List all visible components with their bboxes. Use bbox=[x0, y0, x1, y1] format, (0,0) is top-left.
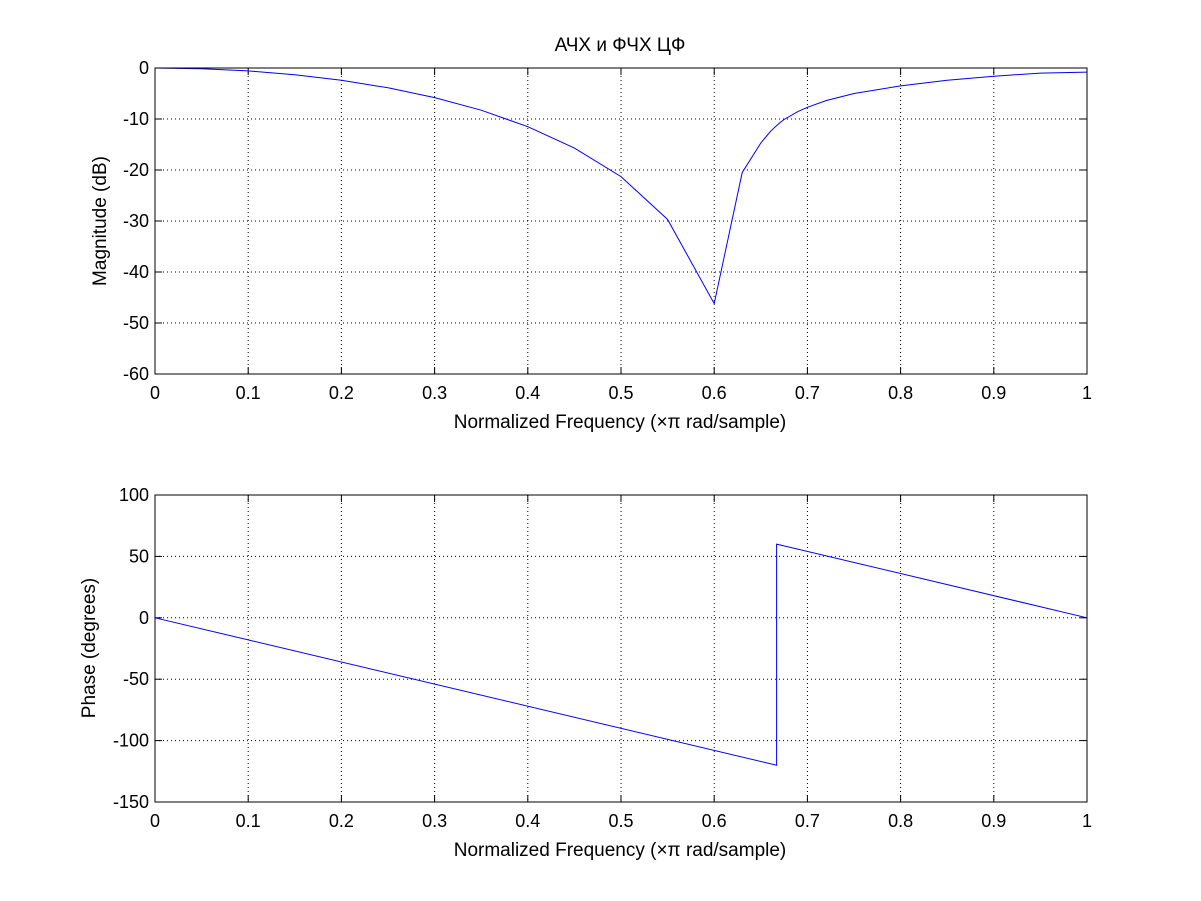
phase-ytick-label: 50 bbox=[129, 546, 149, 566]
magnitude-axes-box bbox=[154, 67, 1088, 375]
phase-xtick-label: 0 bbox=[150, 811, 160, 831]
magnitude-ylabel: Magnitude (dB) bbox=[90, 156, 111, 286]
phase-xtick-label: 0.4 bbox=[515, 811, 540, 831]
magnitude-xtick-label: 0.6 bbox=[702, 383, 727, 403]
magnitude-xtick-label: 0.8 bbox=[888, 383, 913, 403]
phase-ytick-label: -50 bbox=[123, 669, 149, 689]
magnitude-ytick-label: 0 bbox=[139, 58, 149, 78]
magnitude-ytick-label: -40 bbox=[123, 262, 149, 282]
magnitude-xtick-label: 0.1 bbox=[236, 383, 261, 403]
phase-grid bbox=[155, 495, 1087, 802]
phase-xtick-label: 0.8 bbox=[888, 811, 913, 831]
magnitude-xtick-label: 0.7 bbox=[795, 383, 820, 403]
phase-xlabel: Normalized Frequency (×π rad/sample) bbox=[454, 840, 787, 861]
magnitude-xtick-label: 0.4 bbox=[515, 383, 540, 403]
phase-ytick-label: -150 bbox=[113, 792, 149, 812]
magnitude-ticks: 0 0.1 0.2 0.3 0.4 0.5 0.6 0.7 0.8 0.9 1 0 -10 -20 -30 -… bbox=[123, 58, 1092, 403]
phase-ytick-label: -100 bbox=[113, 731, 149, 751]
magnitude-series bbox=[154, 67, 1088, 306]
chart-title: АЧХ и ФЧХ ЦФ bbox=[555, 35, 686, 56]
magnitude-xtick-label: 0.2 bbox=[329, 383, 354, 403]
magnitude-xtick-label: 1 bbox=[1082, 383, 1092, 403]
magnitude-grid bbox=[155, 68, 1087, 374]
phase-xtick-label: 0.5 bbox=[608, 811, 633, 831]
phase-xtick-label: 0.6 bbox=[702, 811, 727, 831]
phase-xtick-label: 0.1 bbox=[236, 811, 261, 831]
magnitude-xtick-label: 0.3 bbox=[422, 383, 447, 403]
phase-xtick-label: 0.9 bbox=[981, 811, 1006, 831]
phase-ytick-label: 100 bbox=[119, 485, 149, 505]
phase-xtick-label: 1 bbox=[1082, 811, 1092, 831]
magnitude-ytick-label: -30 bbox=[123, 211, 149, 231]
phase-axes: 0 0.1 0.2 0.3 0.4 0.5 0.6 0.7 0.8 0.9 1 100 50 0 -50 -1… bbox=[79, 485, 1092, 861]
phase-xtick-label: 0.3 bbox=[422, 811, 447, 831]
magnitude-ytick-label: -10 bbox=[123, 109, 149, 129]
phase-series-line bbox=[154, 543, 1088, 766]
magnitude-ytick-label: -50 bbox=[123, 313, 149, 333]
phase-ylabel: Phase (degrees) bbox=[79, 578, 100, 718]
phase-axes-box bbox=[154, 494, 1088, 803]
phase-xtick-label: 0.7 bbox=[795, 811, 820, 831]
magnitude-xtick-label: 0 bbox=[150, 383, 160, 403]
magnitude-ytick-label: -20 bbox=[123, 160, 149, 180]
phase-series bbox=[154, 543, 1088, 766]
magnitude-series-line bbox=[154, 67, 1088, 306]
magnitude-xtick-label: 0.5 bbox=[608, 383, 633, 403]
phase-ytick-label: 0 bbox=[139, 608, 149, 628]
phase-plot-area bbox=[155, 495, 1087, 802]
magnitude-axes: 0 0.1 0.2 0.3 0.4 0.5 0.6 0.7 0.8 0.9 1 0 -10 -20 -30 -… bbox=[90, 58, 1092, 433]
phase-xtick-label: 0.2 bbox=[329, 811, 354, 831]
magnitude-xlabel: Normalized Frequency (×π rad/sample) bbox=[454, 412, 787, 433]
magnitude-xtick-label: 0.9 bbox=[981, 383, 1006, 403]
magnitude-ytick-label: -60 bbox=[123, 364, 149, 384]
